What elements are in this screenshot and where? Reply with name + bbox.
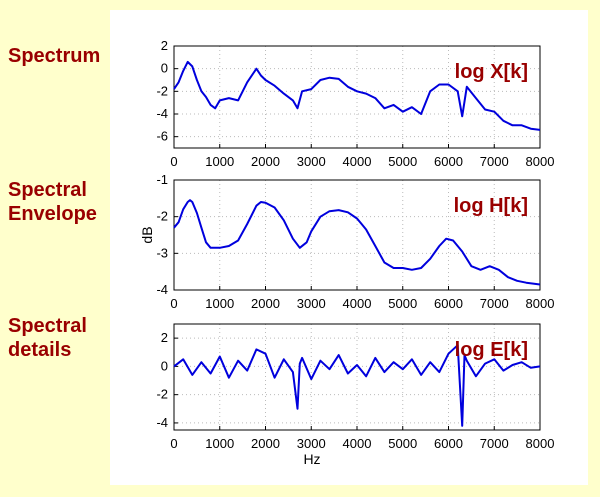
spectral-envelope-label: Spectral Envelope	[8, 179, 97, 225]
spectrum-y-tick-label: 2	[161, 38, 168, 53]
details-x-tick-label: 8000	[526, 436, 555, 451]
spectrum-y-tick-label: -2	[156, 83, 168, 98]
plot-panel	[110, 10, 588, 485]
details-series-line	[173, 344, 541, 427]
spectrum-annotation: log X[k]	[455, 61, 528, 83]
spectrum-x-tick-label: 2000	[251, 154, 280, 169]
envelope-annotation: log H[k]	[454, 195, 528, 217]
envelope-x-tick-label: 2000	[251, 296, 280, 311]
spectrum-x-tick-label: 0	[170, 154, 177, 169]
spectrum-x-tick-label: 4000	[343, 154, 372, 169]
envelope-y-tick-label: -4	[156, 282, 168, 297]
envelope-y-tick-label: -2	[156, 209, 168, 224]
envelope-x-tick-label: 3000	[297, 296, 326, 311]
details-y-tick-label: 0	[161, 358, 168, 373]
details-x-tick-label: 2000	[251, 436, 280, 451]
details-x-axis-label: Hz	[303, 451, 320, 467]
spectrum-label: Spectrum	[8, 45, 101, 67]
spectral-details-label: Spectral details	[8, 315, 87, 361]
details-x-tick-label: 7000	[480, 436, 509, 451]
envelope-x-tick-label: 0	[170, 296, 177, 311]
spectrum-x-tick-label: 8000	[526, 154, 555, 169]
spectrum-x-tick-label: 1000	[205, 154, 234, 169]
details-x-tick-label: 0	[170, 436, 177, 451]
envelope-x-tick-label: 4000	[343, 296, 372, 311]
spectrum-y-tick-label: -6	[156, 129, 168, 144]
envelope-y-axis-label: dB	[139, 226, 155, 243]
details-y-tick-label: -4	[156, 415, 168, 430]
details-x-tick-label: 4000	[343, 436, 372, 451]
details-annotation: log E[k]	[455, 339, 528, 361]
envelope-y-tick-label: -1	[156, 172, 168, 187]
envelope-y-tick-label: -3	[156, 245, 168, 260]
details-y-tick-label: 2	[161, 330, 168, 345]
details-x-tick-label: 6000	[434, 436, 463, 451]
spectrum-y-tick-label: 0	[161, 61, 168, 76]
spectrum-x-tick-label: 7000	[480, 154, 509, 169]
details-x-tick-label: 1000	[205, 436, 234, 451]
spectrum-y-tick-label: -4	[156, 106, 168, 121]
spectrum-x-tick-label: 3000	[297, 154, 326, 169]
envelope-x-tick-label: 1000	[205, 296, 234, 311]
spectrum-x-tick-label: 6000	[434, 154, 463, 169]
details-x-tick-label: 3000	[297, 436, 326, 451]
envelope-x-tick-label: 7000	[480, 296, 509, 311]
envelope-x-tick-label: 8000	[526, 296, 555, 311]
details-x-tick-label: 5000	[388, 436, 417, 451]
envelope-x-tick-label: 6000	[434, 296, 463, 311]
envelope-x-tick-label: 5000	[388, 296, 417, 311]
spectrum-series-line	[173, 60, 541, 131]
details-y-tick-label: -2	[156, 387, 168, 402]
spectrum-x-tick-label: 5000	[388, 154, 417, 169]
envelope-series-line	[173, 199, 541, 286]
